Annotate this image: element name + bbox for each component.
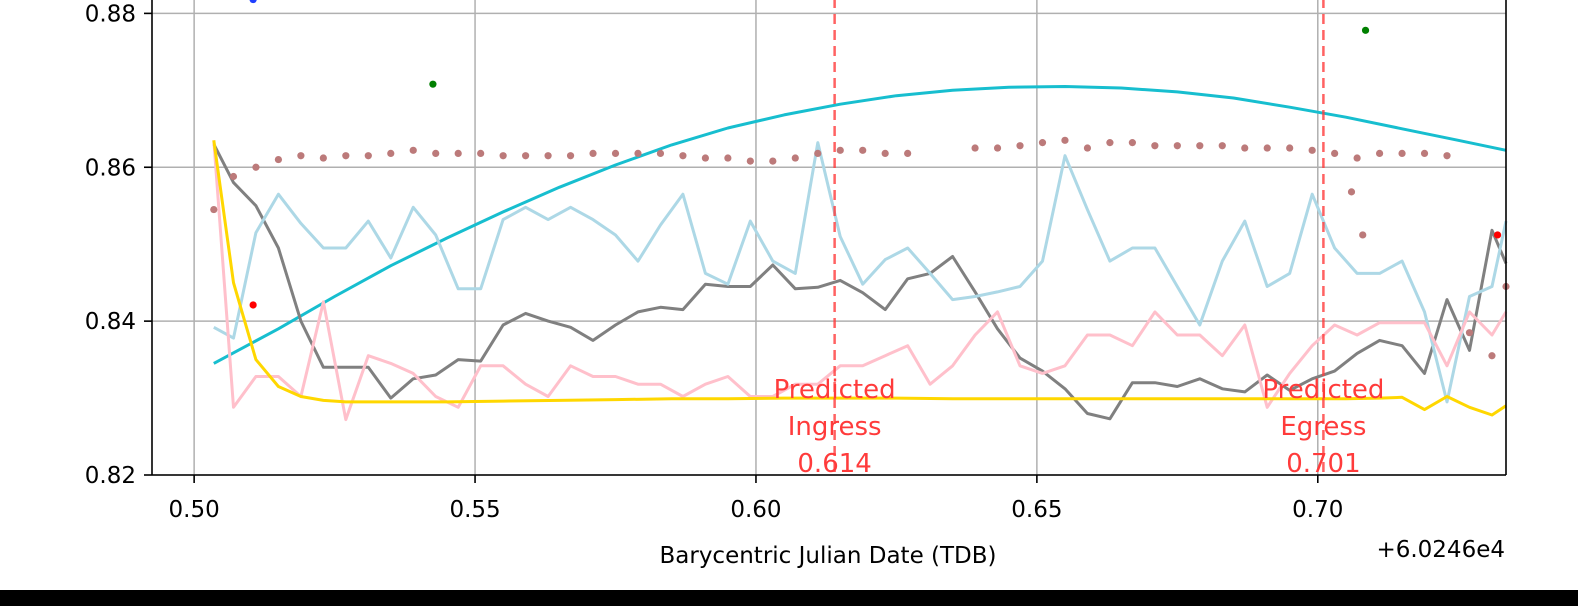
series-point-5 [701, 154, 709, 162]
series-point-5 [1241, 144, 1249, 152]
series-point-5 [1151, 142, 1159, 150]
series-point-5 [1016, 142, 1024, 150]
series-point-5 [791, 154, 799, 162]
series-point-5 [836, 146, 844, 154]
series-point-5 [432, 149, 440, 158]
chart-canvas: Predicted Ingress 0.614 Predicted Egress 0.70… [0, 0, 1578, 590]
series-point-7 [429, 80, 437, 88]
series-point-5 [904, 149, 912, 158]
axes: 0.50 0.55 0.60 0.65 0.70 0.82 0.84 0.86 0.88 [85, 0, 1507, 523]
series-point-5 [544, 152, 552, 160]
y-tick-label: 0.84 [85, 309, 136, 335]
annotation-text-0: Ingress [788, 412, 882, 442]
x-tick-label: 0.55 [449, 497, 500, 523]
series-point-5 [1353, 154, 1361, 162]
annotations: Predicted Ingress 0.614 Predicted Egress 0.70… [774, 0, 1384, 479]
series-point-5 [1488, 352, 1496, 360]
series-point-5 [881, 149, 889, 158]
series-point-5 [319, 154, 327, 162]
series-point-5 [1347, 188, 1356, 196]
x-tick-label: 0.60 [730, 497, 781, 523]
series-point-5 [387, 149, 395, 158]
data-series [210, 0, 1510, 422]
series-point-6 [249, 301, 257, 309]
bottom-border [0, 590, 1578, 606]
series-point-5 [1263, 144, 1271, 152]
annotation-text-0: Predicted [774, 375, 896, 405]
series-point-5 [1308, 146, 1316, 154]
series-point-5 [1286, 144, 1294, 152]
y-tick-label: 0.82 [85, 463, 136, 489]
series-point-5 [611, 149, 620, 158]
annotation-text-1: Predicted [1262, 375, 1384, 405]
series-point-5 [1420, 149, 1429, 158]
series-point-5 [1465, 329, 1474, 337]
series-point-5 [1375, 149, 1384, 158]
series-point-5 [1038, 139, 1047, 147]
y-tick-label: 0.88 [85, 1, 136, 27]
series-point-5 [993, 144, 1002, 152]
series-point-5 [1128, 139, 1136, 147]
y-tick-label: 0.86 [85, 155, 136, 181]
annotation-text-1: 0.701 [1286, 449, 1360, 479]
series-point-5 [454, 149, 462, 158]
series-point-5 [1173, 142, 1181, 150]
series-point-7 [1361, 26, 1370, 34]
series-point-5 [297, 152, 305, 160]
series-point-5 [656, 149, 665, 158]
series-point-5 [252, 163, 260, 171]
series-point-5 [814, 149, 822, 158]
series-point-5 [724, 154, 732, 162]
series-point-5 [1443, 152, 1451, 160]
series-point-5 [746, 157, 754, 165]
series-point-5 [499, 152, 507, 160]
series-point-5 [971, 144, 979, 152]
series-line-3 [212, 140, 1508, 422]
series-point-5 [1331, 149, 1339, 158]
series-point-6 [1493, 231, 1502, 239]
series-line-2 [213, 141, 1508, 404]
annotation-text-1: Egress [1280, 412, 1366, 442]
series-point-5 [477, 149, 485, 158]
x-axis-label: Barycentric Julian Date (TDB) [659, 543, 996, 569]
series-point-5 [679, 152, 687, 160]
series-point-8 [249, 0, 257, 4]
series-point-5 [1218, 142, 1226, 150]
series-point-5 [409, 146, 417, 154]
series-point-5 [566, 152, 575, 160]
x-offset-label: +6.0246e4 [1376, 537, 1505, 563]
series-point-5 [364, 152, 372, 160]
series-point-5 [634, 149, 642, 158]
light-curve-chart: Predicted Ingress 0.614 Predicted Egress 0.70… [84, 0, 1510, 569]
series-point-5 [1359, 231, 1367, 239]
series-point-5 [1083, 144, 1092, 152]
series-point-5 [859, 146, 867, 154]
series-point-5 [1106, 139, 1114, 147]
series-line-1 [212, 143, 1508, 421]
x-tick-label: 0.50 [169, 497, 220, 523]
series-point-5 [1196, 142, 1204, 150]
x-tick-label: 0.70 [1292, 497, 1343, 523]
series-point-5 [769, 157, 777, 165]
series-point-5 [1398, 149, 1406, 158]
series-point-5 [229, 172, 238, 181]
series-point-5 [210, 205, 218, 214]
series-point-5 [274, 155, 283, 164]
annotation-text-0: 0.614 [797, 449, 871, 479]
series-point-5 [522, 152, 530, 160]
series-point-5 [1061, 136, 1069, 144]
x-tick-label: 0.65 [1011, 497, 1062, 523]
series-point-5 [589, 149, 597, 158]
series-point-5 [342, 152, 350, 160]
series-line-4 [212, 140, 1507, 417]
